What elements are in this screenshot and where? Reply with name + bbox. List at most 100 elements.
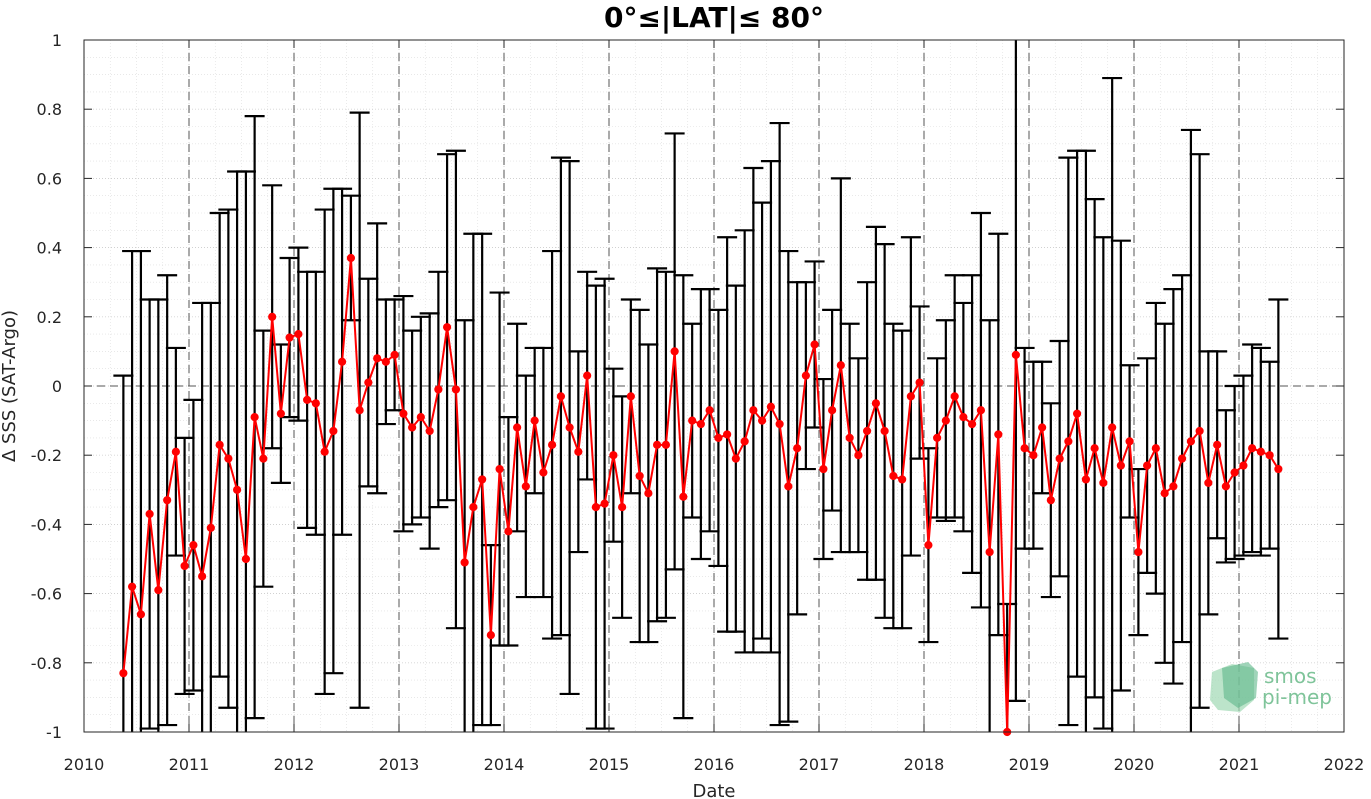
data-point	[941, 416, 950, 425]
data-point	[871, 399, 881, 408]
data-point	[1134, 547, 1143, 557]
logo-line-1: smos	[1264, 664, 1317, 688]
data-point	[329, 426, 338, 436]
x-axis-ticks: 2010 2011 2012 2013 2014 2015 2016 2017 2018 2019…	[64, 40, 1364, 774]
x-tick-label: 2016	[694, 755, 735, 774]
data-point	[408, 423, 417, 432]
data-point	[127, 582, 137, 591]
data-point	[994, 430, 1003, 439]
data-point	[416, 413, 425, 422]
data-point	[294, 330, 303, 339]
data-point	[189, 541, 198, 550]
data-point	[1221, 482, 1230, 491]
data-point	[933, 433, 942, 442]
data-point	[154, 586, 163, 595]
chart-title: 0°≤|LAT|≤ 80°	[604, 1, 824, 34]
y-tick-label: -0.8	[31, 654, 62, 673]
data-point	[1143, 461, 1152, 470]
data-point	[285, 333, 294, 342]
y-tick-label: 0.2	[37, 308, 62, 327]
y-tick-label: -0.6	[31, 585, 62, 604]
data-point	[451, 385, 461, 394]
data-point	[889, 471, 898, 481]
x-tick-label: 2012	[274, 755, 315, 774]
data-point	[346, 253, 356, 263]
data-point	[434, 385, 443, 394]
y-tick-label: 0.4	[37, 239, 62, 258]
data-point	[556, 392, 566, 401]
y-tick-label: 0	[52, 377, 62, 396]
data-point	[311, 399, 320, 408]
data-point	[1248, 444, 1257, 453]
x-tick-label: 2013	[379, 755, 420, 774]
y-tick-label: -0.4	[31, 515, 62, 534]
data-point	[924, 541, 933, 550]
data-point	[1038, 423, 1047, 432]
data-point	[250, 413, 259, 422]
data-point	[145, 509, 154, 519]
y-tick-label: -1	[46, 723, 62, 742]
x-tick-label: 2021	[1219, 755, 1260, 774]
data-point	[600, 499, 609, 508]
data-point	[478, 475, 487, 484]
data-point	[723, 430, 732, 439]
x-tick-label: 2014	[484, 755, 525, 774]
data-point	[1213, 440, 1222, 449]
data-point	[530, 416, 539, 425]
data-point	[583, 371, 592, 380]
data-point	[241, 554, 251, 564]
x-tick-label: 2020	[1114, 755, 1155, 774]
data-point	[714, 433, 723, 442]
data-point	[1195, 426, 1204, 436]
data-point	[635, 471, 644, 481]
data-point	[337, 357, 347, 366]
y-tick-label: -0.2	[31, 446, 62, 465]
data-point	[915, 378, 924, 387]
data-point	[513, 423, 522, 432]
data-point	[1055, 454, 1064, 463]
y-tick-label: 0.6	[37, 169, 62, 188]
data-point	[810, 340, 819, 349]
data-point	[232, 485, 242, 494]
data-point	[836, 361, 845, 370]
x-tick-label: 2017	[799, 755, 840, 774]
data-point	[1090, 444, 1099, 453]
data-point	[1029, 451, 1038, 460]
data-point	[1239, 461, 1248, 470]
data-point	[320, 447, 329, 456]
data-point	[696, 419, 705, 429]
data-point	[959, 413, 968, 422]
data-point	[967, 419, 977, 429]
logo-icon-overlay	[1222, 662, 1258, 708]
data-point	[757, 416, 767, 425]
data-point	[1072, 409, 1082, 418]
data-point	[679, 492, 688, 501]
x-tick-label: 2018	[904, 755, 945, 774]
data-point	[1151, 444, 1160, 453]
data-point	[259, 454, 268, 463]
data-point	[399, 409, 408, 418]
data-point	[539, 468, 548, 477]
data-point	[364, 378, 373, 387]
data-point	[1265, 451, 1274, 460]
data-point	[1230, 468, 1239, 477]
data-point	[985, 547, 994, 557]
data-point	[163, 496, 172, 505]
data-point	[801, 371, 810, 380]
data-point	[1011, 350, 1020, 359]
data-point	[215, 440, 224, 449]
data-point	[740, 437, 749, 446]
data-point	[1125, 437, 1134, 446]
data-point	[1274, 464, 1283, 474]
data-point	[565, 423, 574, 432]
data-point	[1116, 461, 1125, 470]
data-point	[442, 323, 452, 332]
data-point	[521, 482, 530, 491]
data-point	[793, 444, 802, 453]
data-point	[898, 475, 907, 484]
data-point	[819, 464, 828, 474]
data-point	[486, 631, 495, 640]
data-point	[1108, 423, 1117, 432]
data-point	[1099, 478, 1108, 487]
